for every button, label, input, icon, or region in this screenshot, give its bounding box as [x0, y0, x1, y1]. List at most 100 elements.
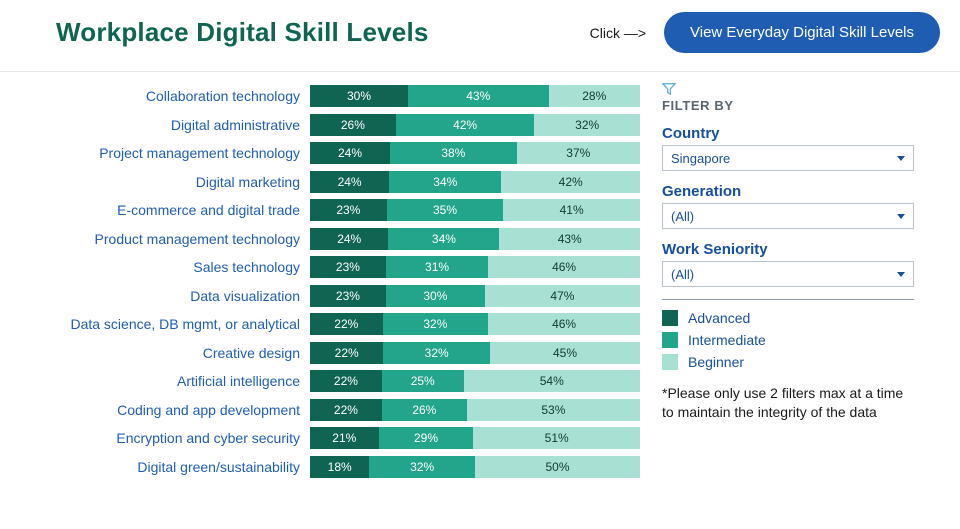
bar-segment: 37% [517, 142, 640, 164]
divider [662, 299, 914, 300]
bar-track: 22%26%53% [310, 399, 640, 421]
page-title: Workplace Digital Skill Levels [56, 17, 429, 48]
legend-item: Beginner [662, 354, 914, 370]
chart-row-label: Data science, DB mgmt, or analytical [10, 316, 310, 332]
bar-segment: 38% [390, 142, 517, 164]
bar-segment: 22% [310, 313, 383, 335]
bar-segment: 35% [387, 199, 504, 221]
chart-row: Digital green/sustainability18%32%50% [10, 453, 650, 482]
bar-segment: 22% [310, 370, 382, 392]
bar-track: 24%34%42% [310, 171, 640, 193]
bar-track: 23%35%41% [310, 199, 640, 221]
chart: Collaboration technology30%43%28%Digital… [0, 82, 650, 481]
legend-swatch [662, 332, 678, 348]
legend: Advanced Intermediate Beginner [662, 310, 914, 370]
bar-segment: 23% [310, 285, 386, 307]
bar-segment: 18% [310, 456, 369, 478]
filter-group-country: Country Singapore [662, 125, 914, 171]
seniority-dropdown[interactable]: (All) [662, 261, 914, 287]
legend-label: Intermediate [688, 332, 766, 348]
legend-label: Advanced [688, 310, 750, 326]
bar-segment: 22% [310, 342, 383, 364]
header: Workplace Digital Skill Levels Click —> … [0, 0, 960, 72]
funnel-icon [662, 82, 676, 96]
bar-segment: 23% [310, 199, 387, 221]
bar-segment: 24% [310, 228, 388, 250]
chart-row-label: Encryption and cyber security [10, 430, 310, 446]
bar-segment: 24% [310, 171, 389, 193]
chevron-down-icon [897, 156, 905, 161]
bar-segment: 42% [501, 171, 640, 193]
bar-segment: 22% [310, 399, 382, 421]
filter-group-generation: Generation (All) [662, 183, 914, 229]
filter-panel: FILTER BY Country Singapore Generation (All… [650, 82, 930, 481]
filter-group-seniority: Work Seniority(All) [662, 241, 914, 287]
bar-segment: 53% [467, 399, 640, 421]
bar-segment: 34% [389, 171, 501, 193]
bar-segment: 46% [488, 313, 640, 335]
bar-track: 22%32%46% [310, 313, 640, 335]
bar-track: 24%34%43% [310, 228, 640, 250]
chart-row: Encryption and cyber security21%29%51% [10, 424, 650, 453]
chart-row-label: Digital green/sustainability [10, 459, 310, 475]
filter-groups: CountrySingaporeGeneration(All)Work Seni… [662, 125, 914, 287]
bar-segment: 32% [383, 313, 489, 335]
bar-segment: 43% [408, 85, 548, 107]
bar-segment: 30% [386, 285, 485, 307]
bar-segment: 43% [499, 228, 639, 250]
chart-row-label: Coding and app development [10, 402, 310, 418]
chart-row: Data visualization23%30%47% [10, 282, 650, 311]
chart-row: Artificial intelligence22%25%54% [10, 367, 650, 396]
filter-label: Country [662, 125, 914, 142]
bar-segment: 26% [382, 399, 467, 421]
bar-segment: 46% [488, 256, 640, 278]
bar-segment: 23% [310, 256, 386, 278]
bar-segment: 51% [473, 427, 640, 449]
bar-segment: 50% [475, 456, 640, 478]
bar-segment: 21% [310, 427, 379, 449]
chart-row: Coding and app development22%26%53% [10, 396, 650, 425]
bar-segment: 26% [310, 114, 396, 136]
page-root: Workplace Digital Skill Levels Click —> … [0, 0, 960, 481]
chart-row-label: Data visualization [10, 288, 310, 304]
bar-segment: 54% [464, 370, 640, 392]
chart-row-label: Creative design [10, 345, 310, 361]
dropdown-value: (All) [671, 267, 694, 282]
legend-swatch [662, 310, 678, 326]
generation-dropdown[interactable]: (All) [662, 203, 914, 229]
dropdown-value: (All) [671, 209, 694, 224]
bar-segment: 32% [534, 114, 640, 136]
chart-row: Data science, DB mgmt, or analytical22%3… [10, 310, 650, 339]
bar-track: 18%32%50% [310, 456, 640, 478]
chart-row: Digital marketing24%34%42% [10, 168, 650, 197]
bar-segment: 30% [310, 85, 408, 107]
bar-segment: 29% [379, 427, 474, 449]
chart-row: Sales technology23%31%46% [10, 253, 650, 282]
chevron-down-icon [897, 214, 905, 219]
bar-segment: 28% [549, 85, 640, 107]
bar-track: 22%32%45% [310, 342, 640, 364]
body: Collaboration technology30%43%28%Digital… [0, 72, 960, 481]
chart-row-label: Digital administrative [10, 117, 310, 133]
chart-row: Collaboration technology30%43%28% [10, 82, 650, 111]
bar-track: 23%31%46% [310, 256, 640, 278]
chart-row-label: Collaboration technology [10, 88, 310, 104]
bar-segment: 47% [485, 285, 640, 307]
click-hint: Click —> [590, 25, 646, 41]
legend-label: Beginner [688, 354, 744, 370]
chart-row-label: E-commerce and digital trade [10, 202, 310, 218]
view-everyday-button[interactable]: View Everyday Digital Skill Levels [664, 12, 940, 53]
filter-label: Generation [662, 183, 914, 200]
bar-segment: 45% [490, 342, 640, 364]
bar-segment: 31% [386, 256, 488, 278]
chevron-down-icon [897, 272, 905, 277]
filter-by-label: FILTER BY [662, 98, 914, 113]
bar-track: 24%38%37% [310, 142, 640, 164]
legend-item: Intermediate [662, 332, 914, 348]
bar-segment: 24% [310, 142, 390, 164]
filter-note: *Please only use 2 filters max at a time… [662, 384, 914, 422]
chart-row-label: Artificial intelligence [10, 373, 310, 389]
country-dropdown[interactable]: Singapore [662, 145, 914, 171]
bar-track: 23%30%47% [310, 285, 640, 307]
legend-item: Advanced [662, 310, 914, 326]
